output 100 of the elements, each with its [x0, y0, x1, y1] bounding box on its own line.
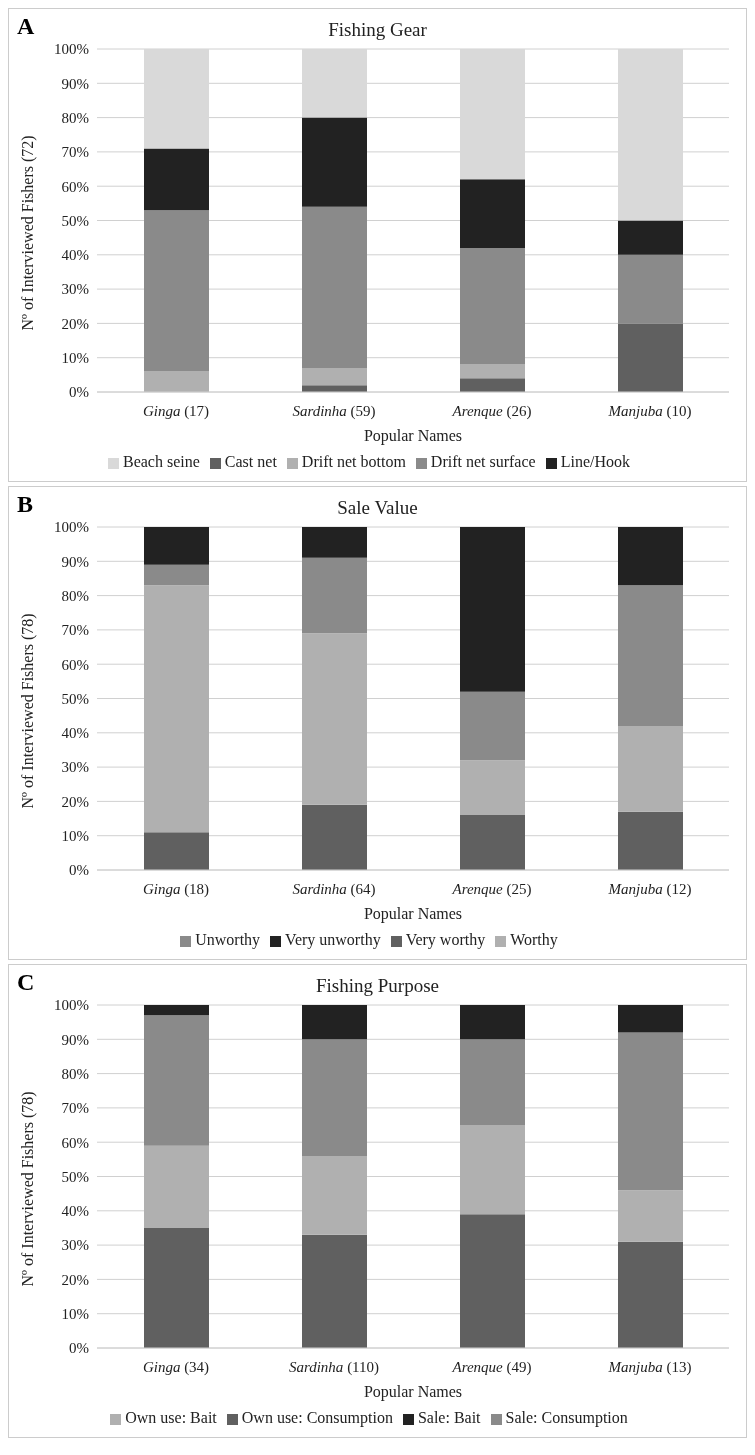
x-tick-label: Manjuba (10) [607, 403, 692, 420]
bar [302, 367, 367, 386]
bar [618, 811, 683, 870]
bar [302, 117, 367, 207]
bar [618, 254, 683, 324]
bar [144, 148, 209, 211]
bar [144, 564, 209, 586]
bar [460, 1005, 525, 1040]
bar [144, 585, 209, 833]
x-axis-title: Popular Names [363, 427, 463, 445]
bar [618, 1190, 683, 1242]
bar [144, 832, 209, 870]
y-tick-label: 40% [61, 725, 89, 742]
y-tick-label: 90% [61, 553, 89, 570]
x-axis-title: Popular Names [363, 905, 463, 923]
y-tick-label: 60% [61, 178, 89, 195]
x-tick-label: Arenque (26) [451, 403, 532, 420]
legend-label: Line/Hook [560, 453, 630, 470]
legend-label: Very unworthy [285, 931, 381, 948]
legend-label: Unworthy [195, 931, 261, 948]
x-tick-label: Sardinha (64) [292, 881, 376, 898]
y-tick-label: 90% [61, 1031, 89, 1048]
y-tick-label: 80% [61, 587, 89, 604]
bar [460, 364, 525, 379]
y-tick-label: 30% [61, 281, 89, 298]
y-tick-label: 60% [61, 1134, 89, 1151]
bar [302, 1039, 367, 1156]
bar [460, 760, 525, 816]
y-tick-label: 100% [54, 519, 89, 536]
bar [460, 179, 525, 248]
x-tick-label: Ginga (34) [142, 1359, 210, 1376]
bar [618, 725, 683, 812]
y-tick-label: 90% [61, 75, 89, 92]
y-tick-label: 40% [61, 1203, 89, 1220]
legend-label: Worthy [510, 931, 558, 948]
x-tick-label: Manjuba (12) [607, 881, 692, 898]
bar [460, 247, 525, 365]
bar [302, 527, 367, 558]
legend-label: Drift net surface [430, 453, 536, 470]
bar [618, 220, 683, 255]
legend-label: Own use: Bait [125, 1409, 217, 1426]
y-tick-label: 80% [61, 109, 89, 126]
y-tick-label: 0% [69, 1340, 89, 1357]
y-tick-label: 100% [54, 997, 89, 1014]
y-axis-title: Nº of Interviewed Fishers (78) [18, 1091, 37, 1287]
bar [460, 1214, 525, 1348]
legend-label: Sale: Consumption [505, 1409, 628, 1426]
bar [302, 1155, 367, 1235]
y-tick-label: 60% [61, 656, 89, 673]
bar [618, 585, 683, 726]
bar [618, 323, 683, 392]
x-tick-label: Arenque (49) [451, 1359, 532, 1376]
legend-label: Very worthy [405, 931, 486, 948]
x-tick-label: Manjuba (13) [607, 1359, 692, 1376]
bar [302, 633, 367, 805]
chart-title: Sale Value [337, 497, 418, 518]
y-tick-label: 70% [61, 1100, 89, 1117]
x-tick-label: Ginga (17) [142, 403, 210, 420]
y-axis-title: Nº of Interviewed Fishers (78) [18, 613, 37, 809]
y-tick-label: 30% [61, 759, 89, 776]
bar [302, 1005, 367, 1040]
bar [460, 527, 525, 692]
bar [144, 1145, 209, 1228]
text: A [17, 13, 35, 40]
bar [144, 1227, 209, 1348]
text: B [17, 491, 34, 518]
bar [302, 557, 367, 634]
y-tick-label: 100% [54, 41, 89, 58]
legend-label: Drift net bottom [301, 453, 406, 470]
text: C [17, 969, 35, 996]
y-tick-label: 50% [61, 212, 89, 229]
bar [144, 371, 209, 392]
y-tick-label: 20% [61, 315, 89, 332]
bar [144, 210, 209, 372]
bar [144, 1005, 209, 1016]
x-tick-label: Arenque (25) [451, 881, 532, 898]
x-tick-label: Sardinha (59) [292, 403, 376, 420]
bar [144, 1015, 209, 1146]
bar [618, 1005, 683, 1033]
y-axis-title: Nº of Interviewed Fishers (72) [18, 135, 37, 331]
bar [302, 206, 367, 368]
y-tick-label: 0% [69, 862, 89, 879]
chart-title: Fishing Purpose [316, 975, 439, 996]
y-tick-label: 70% [61, 622, 89, 639]
legend-label: Cast net [224, 453, 277, 470]
y-tick-label: 30% [61, 1237, 89, 1254]
bar [460, 1039, 525, 1126]
bar [144, 527, 209, 565]
x-tick-label: Ginga (18) [142, 881, 210, 898]
y-tick-label: 0% [69, 384, 89, 401]
x-tick-label: Sardinha (110) [288, 1359, 380, 1376]
bar [460, 691, 525, 761]
y-tick-label: 10% [61, 828, 89, 845]
y-tick-label: 10% [61, 350, 89, 367]
y-tick-label: 20% [61, 1271, 89, 1288]
legend-label: Beach seine [122, 453, 200, 470]
legend-label: Own use: Consumption [241, 1409, 393, 1426]
bar [618, 1032, 683, 1191]
bar [460, 378, 525, 392]
bar [618, 527, 683, 586]
